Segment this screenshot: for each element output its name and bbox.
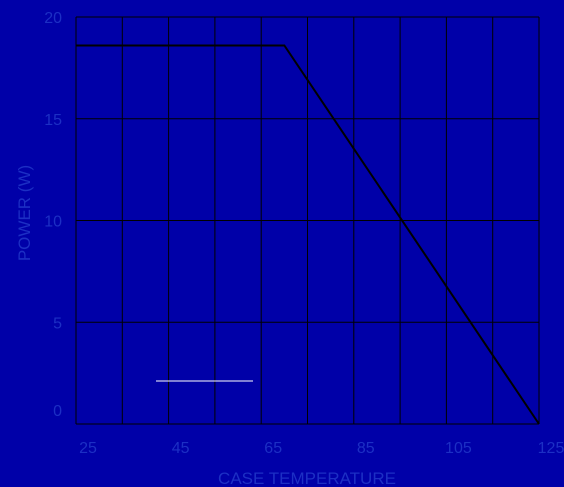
- y-tick-label-10: 10: [44, 214, 62, 231]
- series-group: [76, 44, 540, 425]
- x-tick-labels: 25 45 65 85 105 125: [79, 440, 564, 457]
- x-tick-label-25: 25: [79, 440, 97, 457]
- x-tick-label-85: 85: [357, 440, 375, 457]
- x-tick-label-105: 105: [445, 440, 472, 457]
- x-tick-label-125: 125: [538, 440, 564, 457]
- y-tick-labels: 0 5 10 15 20: [44, 10, 62, 420]
- y-tick-label-15: 15: [44, 112, 62, 129]
- horizontal-gridlines: [76, 16, 539, 425]
- series-line-0: [76, 44, 540, 425]
- x-axis-title: CASE TEMPERATURE: [218, 469, 396, 487]
- y-tick-label-20: 20: [44, 10, 62, 27]
- y-axis-title: POWER (W): [15, 165, 34, 261]
- y-tick-label-0: 0: [53, 403, 62, 420]
- x-tick-label-65: 65: [264, 440, 282, 457]
- y-tick-label-5: 5: [53, 315, 62, 332]
- x-tick-label-45: 45: [172, 440, 190, 457]
